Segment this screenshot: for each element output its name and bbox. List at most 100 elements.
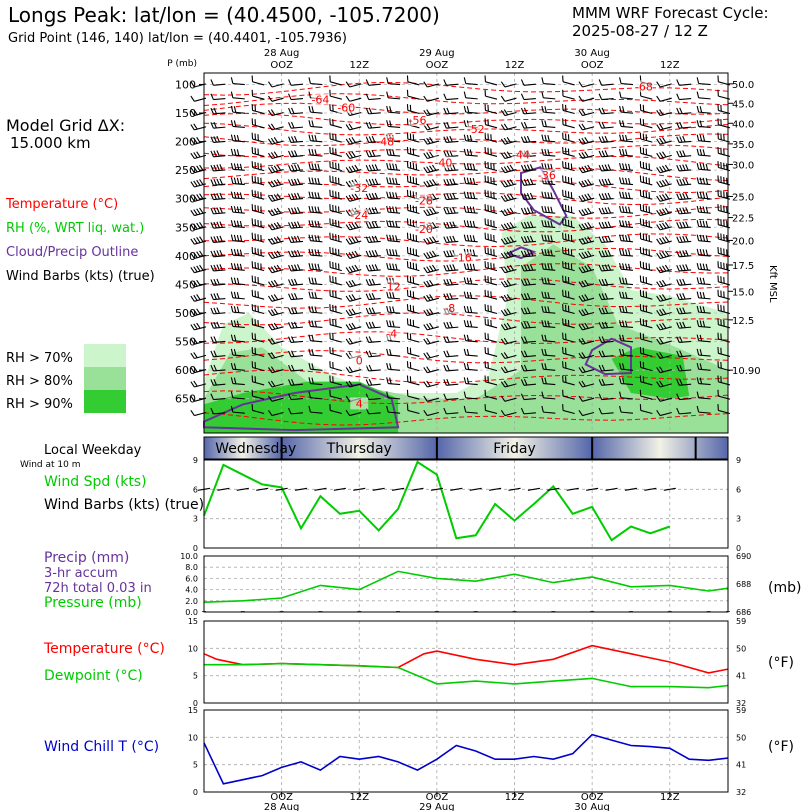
wind-barb-feather bbox=[622, 206, 625, 213]
wind-barb-feather bbox=[696, 262, 700, 270]
wind-barb bbox=[578, 81, 595, 88]
wind-barb-feather bbox=[720, 204, 722, 212]
bottom-hour-label: 12Z bbox=[660, 792, 680, 803]
wind-barb-feather bbox=[443, 293, 447, 300]
wind-barb bbox=[329, 189, 342, 200]
wind-barb-feather bbox=[254, 219, 256, 226]
wind-barb-feather bbox=[547, 277, 550, 285]
wind-barb-feather bbox=[254, 176, 256, 183]
wind-barb-feather bbox=[374, 164, 379, 171]
wind-barb-feather bbox=[193, 209, 198, 216]
wind-barb-feather bbox=[487, 190, 489, 197]
wind-barb-feather bbox=[233, 306, 237, 313]
wind-barb-feather bbox=[466, 306, 470, 313]
wind-barb-feather bbox=[251, 232, 254, 240]
wind-barb-feather bbox=[219, 164, 223, 171]
wind-barb-feather bbox=[230, 91, 234, 98]
wind-barb-feather bbox=[578, 138, 583, 145]
wind-barb-feather bbox=[314, 177, 317, 185]
wind-barb-feather bbox=[565, 147, 567, 155]
wind-barb-feather bbox=[625, 263, 628, 270]
wind-barb-feather bbox=[345, 238, 351, 245]
dewpoint-title: Dewpoint (°C) bbox=[44, 668, 143, 684]
wind-barb-feather bbox=[520, 293, 525, 300]
wind-barb-feather bbox=[257, 291, 259, 298]
right-tick-label: 3 bbox=[736, 515, 741, 524]
temperature-label: -48 bbox=[376, 136, 394, 149]
wind-barb bbox=[329, 261, 342, 272]
pressure-tick-label: 150 bbox=[175, 107, 196, 120]
temperature-label: -68 bbox=[635, 80, 653, 93]
wind-barb-feather bbox=[291, 307, 295, 314]
wind-barb-feather bbox=[696, 277, 700, 284]
wind-barb-feather bbox=[276, 164, 282, 171]
wind-barb-feather bbox=[487, 219, 489, 226]
wind-barb-shaft bbox=[368, 255, 381, 258]
wind-barb-feather bbox=[627, 249, 631, 256]
wind-barb-feather bbox=[233, 120, 237, 127]
wind-barb bbox=[329, 304, 342, 315]
wind-barb-feather bbox=[254, 204, 256, 212]
wind-barb bbox=[190, 221, 207, 231]
wind-barb-feather bbox=[547, 234, 550, 242]
wind-barb-feather bbox=[544, 149, 547, 156]
wind-barb-shaft bbox=[252, 124, 265, 129]
wind-barb-feather bbox=[685, 207, 689, 214]
wind-barb-shaft bbox=[465, 82, 478, 86]
wind-barb-feather bbox=[392, 234, 395, 242]
wind-barb-feather bbox=[682, 264, 686, 271]
wind-barb-feather bbox=[659, 223, 664, 230]
wind-barb bbox=[345, 151, 362, 160]
wind-barb-feather bbox=[529, 207, 534, 214]
wind-barb-feather bbox=[682, 207, 686, 214]
wind-barb-feather bbox=[426, 123, 431, 130]
bottom-date-label: 29 Aug bbox=[419, 802, 454, 811]
wind-barb-feather bbox=[338, 192, 340, 199]
wind-barb-feather bbox=[273, 294, 279, 301]
wind-barb-feather bbox=[409, 176, 412, 183]
wind-barb-feather bbox=[267, 81, 273, 88]
wind-barb bbox=[578, 279, 595, 288]
wind-barb-feather bbox=[210, 193, 214, 200]
weekday-label: Friday bbox=[493, 441, 535, 457]
wind-barb-feather bbox=[584, 151, 589, 158]
wind-barb-feather bbox=[682, 135, 686, 143]
wind-barb-feather bbox=[463, 220, 467, 227]
wind-barb-feather bbox=[236, 249, 240, 256]
wind-barb-feather bbox=[354, 193, 359, 200]
wind-barb-feather bbox=[500, 181, 506, 188]
wind-barb-feather bbox=[449, 150, 453, 157]
wind-barb-feather bbox=[392, 263, 395, 270]
wind-barb-shaft bbox=[213, 126, 226, 129]
wind-barb-feather bbox=[193, 180, 198, 187]
wind-barb-feather bbox=[196, 251, 201, 258]
pressure-tick-label: 450 bbox=[175, 278, 196, 291]
wind-barb-feather bbox=[338, 220, 340, 228]
wind-barb-feather bbox=[699, 234, 703, 242]
wind-chill-unit: (°F) bbox=[768, 739, 794, 755]
wind-barb-feather bbox=[567, 305, 570, 312]
wind-barb-feather bbox=[260, 249, 262, 256]
wind-barb-feather bbox=[578, 252, 583, 259]
legend-wind: Wind Barbs (kts) (true) bbox=[6, 269, 155, 284]
wind-barb-feather bbox=[598, 222, 603, 229]
wind-barb bbox=[230, 262, 245, 271]
wind-barb bbox=[562, 146, 575, 157]
wind-barb-feather bbox=[469, 263, 473, 270]
wind-barb bbox=[500, 81, 517, 88]
wind-barb-feather bbox=[270, 280, 276, 287]
wind-barb-feather bbox=[329, 218, 331, 225]
wind-barb bbox=[484, 304, 498, 315]
wind-barb-shaft bbox=[290, 97, 304, 101]
wind-barb-feather bbox=[526, 264, 531, 271]
wind-barb-feather bbox=[584, 194, 589, 201]
wind-barb-feather bbox=[484, 189, 486, 197]
wind-barb-feather bbox=[345, 281, 351, 288]
wind-barb-shaft bbox=[523, 97, 536, 101]
wind-barb-feather bbox=[622, 120, 625, 127]
temperature-label: -8 bbox=[444, 302, 455, 315]
wind-barb-feather bbox=[676, 193, 680, 200]
wind-barb-feather bbox=[368, 264, 373, 271]
wind-barb-feather bbox=[509, 221, 514, 228]
wind-barb-feather bbox=[260, 263, 262, 270]
